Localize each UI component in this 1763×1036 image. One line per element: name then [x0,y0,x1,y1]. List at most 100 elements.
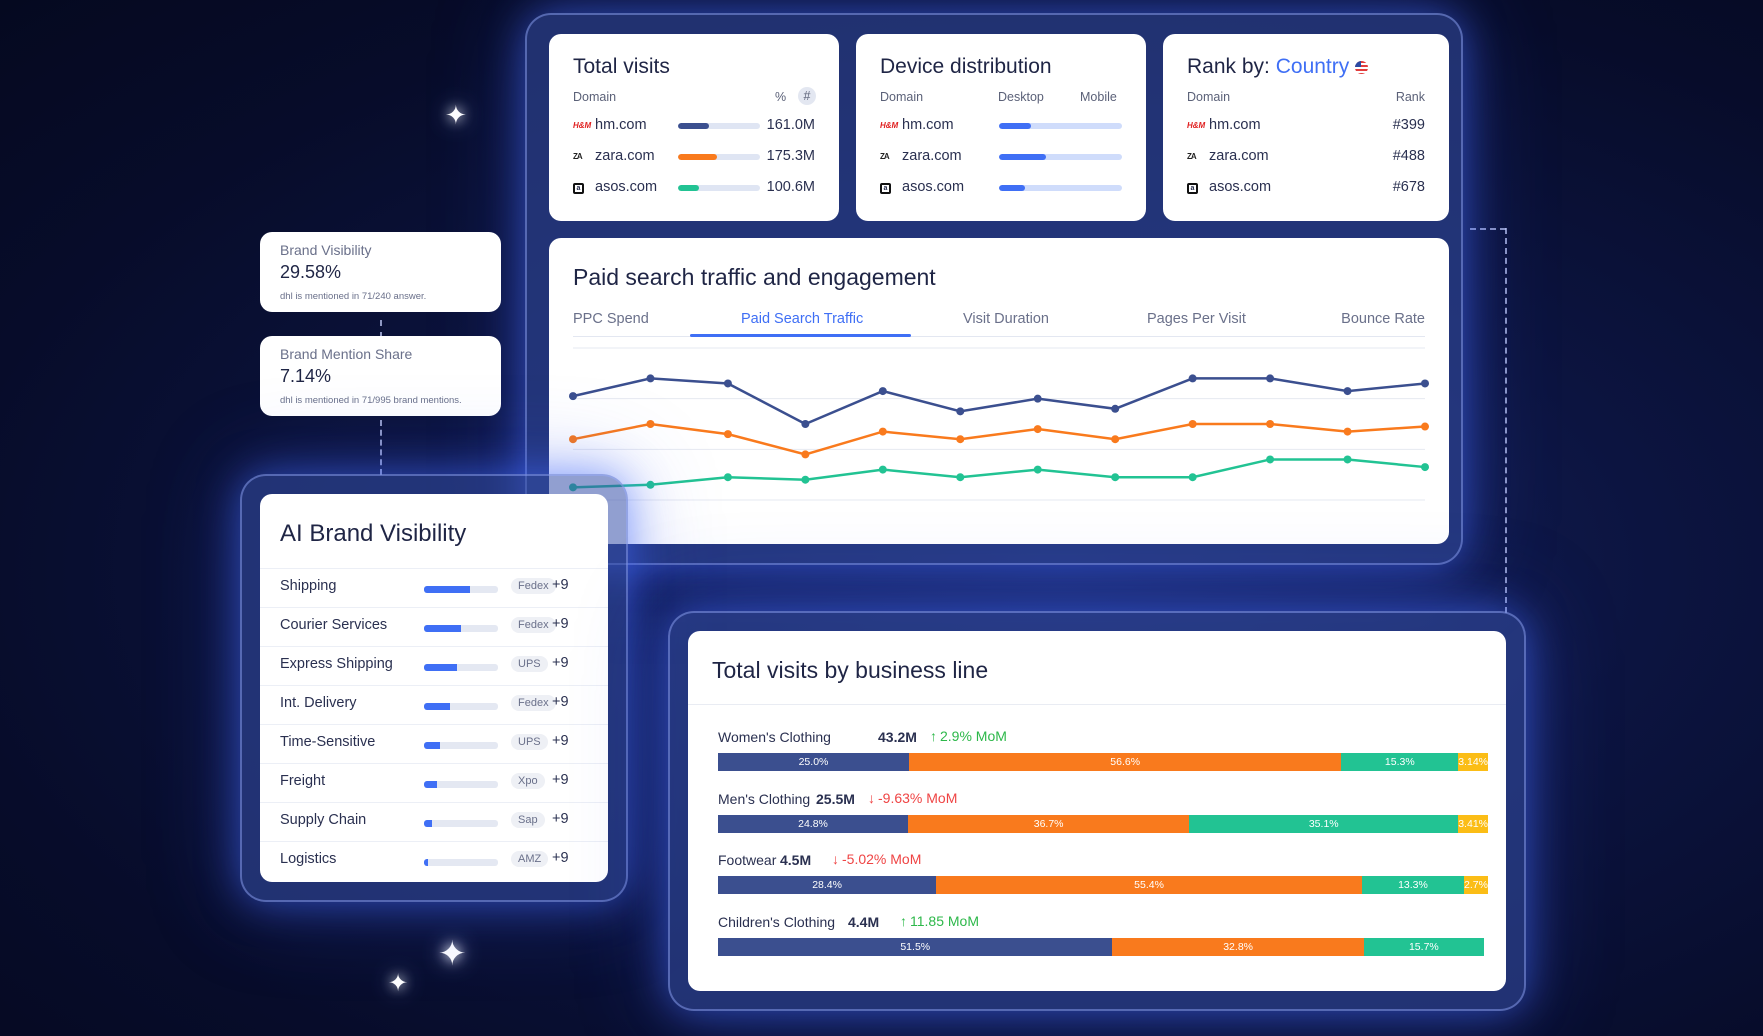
tab-paid-search-traffic[interactable]: Paid Search Traffic [741,311,864,327]
chart-point[interactable] [1188,473,1197,482]
kpi-value: 7.14% [280,366,332,386]
chart-point[interactable] [1421,422,1429,431]
device-split-bar [999,154,1122,160]
chart-point[interactable] [1421,379,1429,388]
business-line-stacked-bar: 28.4% 55.4% 13.3% 2.7% [718,876,1488,894]
chart-point[interactable] [1421,463,1429,472]
visibility-bar [424,586,498,593]
chart-point[interactable] [1266,420,1275,428]
bar-segment[interactable]: 24.8% [718,814,909,833]
rank-title-prefix: Rank by: [1187,55,1270,78]
chart-point[interactable] [878,387,887,396]
chart-point[interactable] [1343,455,1352,464]
chart-point[interactable] [646,420,655,428]
column-header-count[interactable]: # [798,87,816,105]
more-competitors-count[interactable]: +9 [552,772,569,788]
visibility-row[interactable]: Int. Delivery Fedex +9 [260,685,608,723]
domain-label[interactable]: zara.com [1209,148,1269,164]
business-line-total: 4.5M [780,852,812,868]
more-competitors-count[interactable]: +9 [552,850,569,866]
chart-point[interactable] [801,450,810,459]
visibility-row[interactable]: Shipping Fedex +9 [260,568,608,606]
more-competitors-count[interactable]: +9 [552,616,569,632]
chart-point[interactable] [1266,374,1275,383]
visit-share-fill [678,123,710,129]
bar-segment[interactable]: 35.1% [1189,814,1459,833]
tab-pages-per-visit[interactable]: Pages Per Visit [1147,311,1246,327]
visibility-row[interactable]: Freight Xpo +9 [260,763,608,801]
chart-point[interactable] [1111,404,1120,413]
chart-point[interactable] [569,435,577,444]
chart-point[interactable] [956,473,965,482]
mom-change: ↓ -5.02% MoM [832,851,921,867]
chart-point[interactable] [956,407,965,416]
bar-segment[interactable]: 28.4% [718,876,937,894]
visit-count: 161.0M [766,117,815,133]
chart-point[interactable] [723,473,732,482]
domain-label[interactable]: zara.com [595,148,655,164]
bar-segment[interactable]: 51.5% [718,937,1113,956]
chart-point[interactable] [1033,425,1042,434]
chart-point[interactable] [878,465,887,474]
bar-segment[interactable]: 3.41% [1458,814,1488,833]
bar-segment[interactable]: 3.14% [1458,753,1488,771]
tab-ppc-spend[interactable]: PPC Spend [573,311,649,327]
mom-change-value: -5.02% MoM [842,851,922,867]
topic-label: Supply Chain [280,812,367,828]
visibility-row[interactable]: Time-Sensitive UPS +9 [260,724,608,762]
country-selector-link[interactable]: Country [1275,55,1350,78]
bar-segment[interactable]: 36.7% [908,814,1190,833]
bar-segment[interactable]: 2.7% [1464,876,1488,894]
more-competitors-count[interactable]: +9 [552,811,569,827]
topic-label: Int. Delivery [280,695,357,711]
chart-point[interactable] [1033,394,1042,403]
chart-point[interactable] [1343,387,1352,396]
more-competitors-count[interactable]: +9 [552,577,569,593]
chart-point[interactable] [723,379,732,388]
tab-bounce-rate[interactable]: Bounce Rate [1341,311,1425,327]
visibility-row[interactable]: Courier Services Fedex +9 [260,607,608,645]
tab-visit-duration[interactable]: Visit Duration [963,311,1049,327]
bar-segment[interactable]: 56.6% [908,753,1342,771]
bar-segment[interactable]: 32.8% [1112,937,1364,956]
chart-point[interactable] [801,475,810,484]
domain-label[interactable]: hm.com [1209,117,1261,133]
bar-segment[interactable]: 55.4% [936,876,1362,894]
chart-point[interactable] [723,430,732,439]
brand-mention-share-kpi-card: Brand Mention Share 7.14% dhl is mention… [260,336,501,416]
more-competitors-count[interactable]: +9 [552,655,569,671]
domain-label[interactable]: asos.com [595,179,658,195]
domain-label[interactable]: zara.com [902,148,962,164]
chart-point[interactable] [1266,455,1275,464]
chart-point[interactable] [801,420,810,428]
chart-point[interactable] [1033,465,1042,474]
more-competitors-count[interactable]: +9 [552,733,569,749]
chart-point[interactable] [646,374,655,383]
domain-logo-icon: a [573,183,584,194]
bar-segment[interactable]: 15.7% [1363,937,1484,956]
chart-point[interactable] [878,427,887,436]
bar-segment[interactable]: 13.3% [1361,876,1465,894]
visit-count: 100.6M [766,179,815,195]
visibility-row[interactable]: Logistics AMZ +9 [260,841,608,879]
chart-point[interactable] [569,392,577,401]
chart-point[interactable] [1111,435,1120,444]
visibility-row[interactable]: Supply Chain Sap +9 [260,802,608,840]
chart-point[interactable] [646,480,655,489]
visibility-row[interactable]: Express Shipping UPS +9 [260,646,608,684]
bar-segment[interactable]: 15.3% [1341,753,1459,771]
more-competitors-count[interactable]: +9 [552,694,569,710]
chart-point[interactable] [956,435,965,444]
domain-label[interactable]: hm.com [595,117,647,133]
chart-point[interactable] [1188,374,1197,383]
visibility-bar [424,664,498,671]
bar-segment[interactable]: 25.0% [718,753,909,771]
chart-point[interactable] [1188,420,1197,428]
chart-point[interactable] [1111,473,1120,482]
device-distribution-card: Device distribution Domain Desktop Mobil… [856,34,1146,221]
domain-label[interactable]: hm.com [902,117,954,133]
domain-label[interactable]: asos.com [902,179,965,195]
column-header-percent[interactable]: % [775,90,787,104]
chart-point[interactable] [1343,427,1352,436]
domain-label[interactable]: asos.com [1209,179,1272,195]
